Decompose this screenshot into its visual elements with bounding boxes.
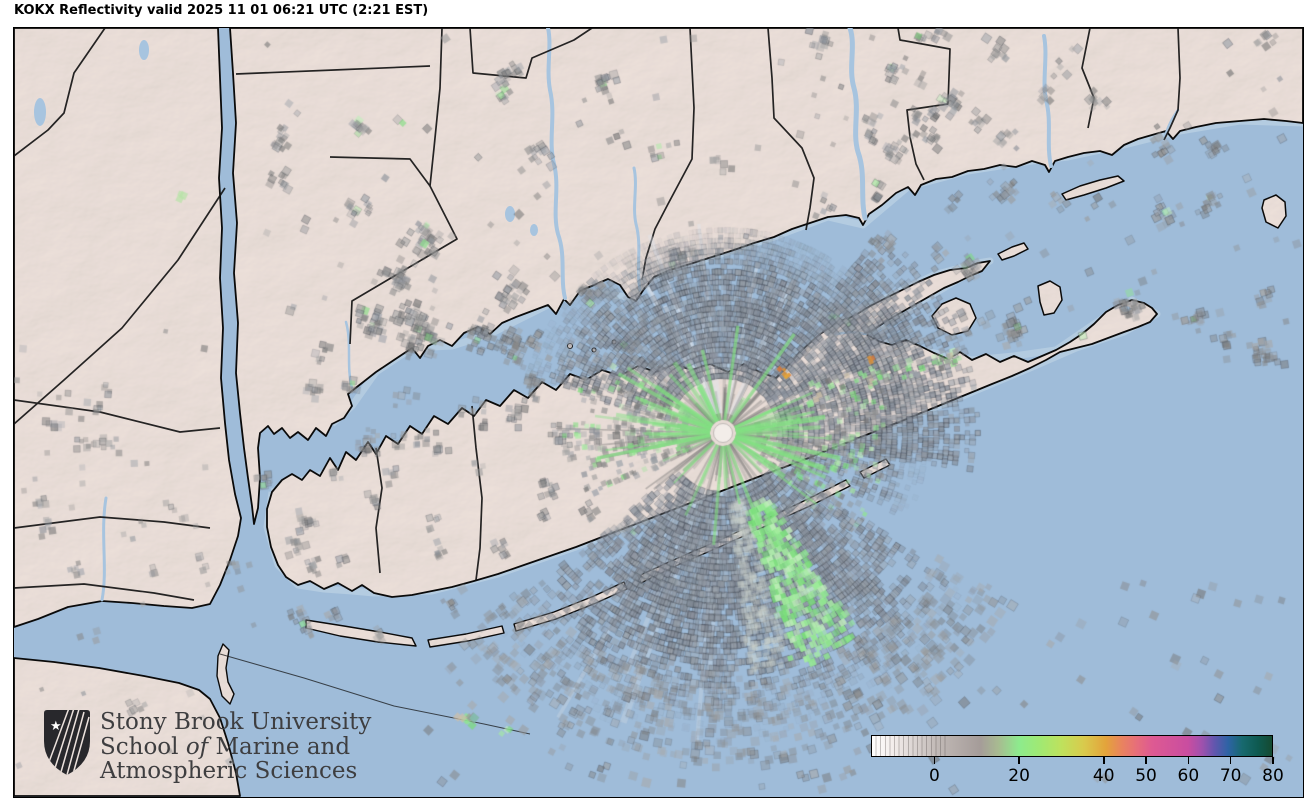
shield-icon: ★ bbox=[44, 710, 90, 775]
colorbar-segments bbox=[872, 736, 948, 756]
colorbar-tick bbox=[1229, 757, 1232, 764]
colorbar-tick bbox=[1272, 757, 1274, 764]
logo-line-2: School of Marine and bbox=[100, 733, 351, 760]
colorbar-tick-label: 40 bbox=[1092, 766, 1115, 786]
stony-brook-logo: ★ Stony Brook University School of Marin… bbox=[44, 710, 371, 784]
radar-echo-overlay bbox=[14, 28, 1303, 797]
svg-text:★: ★ bbox=[50, 719, 62, 734]
logo-line-3: Atmospheric Sciences bbox=[100, 758, 358, 784]
logo-text: Stony Brook University School of Marine … bbox=[100, 710, 371, 784]
colorbar-tick bbox=[1103, 757, 1105, 764]
colorbar-tick bbox=[1187, 757, 1190, 764]
colorbar-tick-label: 70 bbox=[1219, 766, 1242, 786]
figure-title: KOKX Reflectivity valid 2025 11 01 06:21… bbox=[14, 3, 429, 18]
colorbar-tick-label: 80 bbox=[1262, 766, 1284, 786]
logo-line-1: Stony Brook University bbox=[100, 709, 372, 735]
colorbar-tick bbox=[1018, 757, 1020, 764]
radar-map: ★ Stony Brook University School of Marin… bbox=[13, 27, 1304, 798]
colorbar-gradient bbox=[872, 736, 1272, 756]
reflectivity-colorbar bbox=[871, 735, 1273, 757]
colorbar-tick-label: 0 bbox=[929, 766, 940, 786]
colorbar-tick-label: 20 bbox=[1008, 766, 1030, 786]
colorbar-tick-label: 50 bbox=[1135, 766, 1157, 786]
colorbar-tick bbox=[1145, 757, 1147, 764]
colorbar-tick-label: 60 bbox=[1177, 766, 1200, 786]
colorbar-tick bbox=[933, 757, 936, 764]
